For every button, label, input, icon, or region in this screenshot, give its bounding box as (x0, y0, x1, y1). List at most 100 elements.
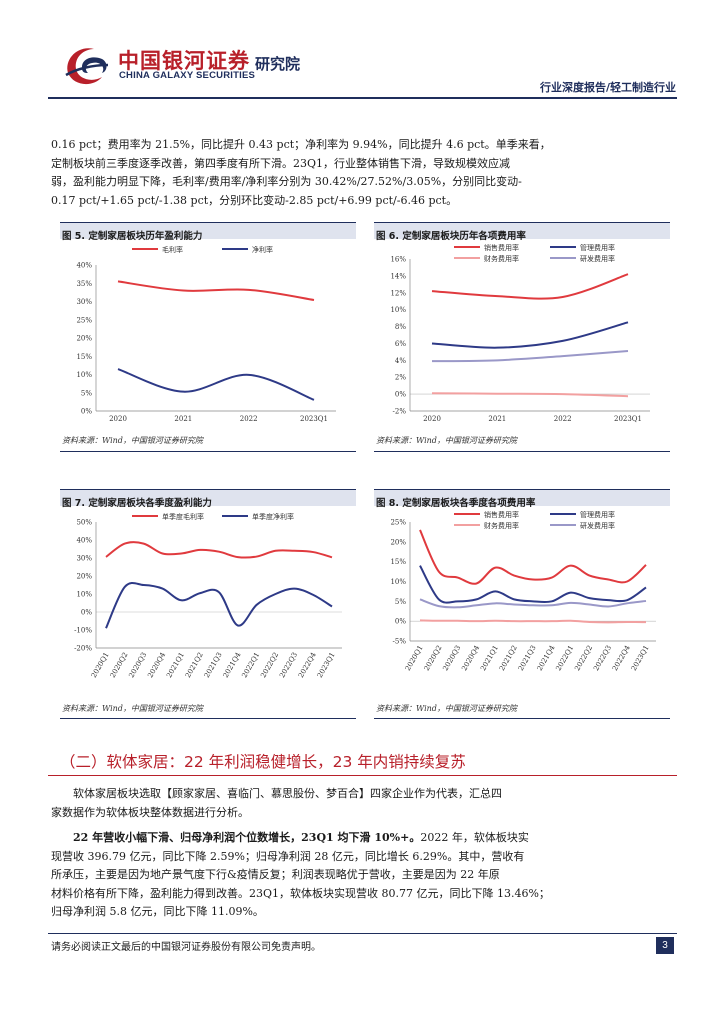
x-tick-label: 2022Q3 (592, 644, 613, 672)
x-tick-label: 2020Q2 (423, 644, 444, 672)
x-tick-label: 2021Q2 (184, 651, 205, 679)
y-tick-label: 4% (395, 357, 406, 365)
series-line (431, 273, 629, 300)
text-line: 材料价格有所下降，盈利能力得到改善。23Q1，软体板块实现营收 80.77 亿元… (51, 886, 550, 900)
figure-title: 图 8. 定制家居板块各季度各项费用率 (376, 498, 536, 509)
y-tick-label: 10% (76, 591, 92, 599)
figure-source: 资料来源：Wind，中国银河证券研究院 (62, 436, 203, 445)
y-tick-label: 10% (390, 578, 406, 586)
legend-label: 研发费用率 (580, 254, 615, 263)
bold-lead: 22 年营收小幅下滑、归母净利润个位数增长，23Q1 均下滑 10%+。 (73, 831, 421, 844)
series-line (419, 529, 647, 585)
x-tick-label: 2020Q2 (109, 651, 130, 679)
x-tick-label: 2020 (109, 415, 127, 423)
x-tick-label: 2022Q2 (573, 644, 594, 672)
legend-label: 单季度毛利率 (162, 512, 204, 521)
legend-label: 销售费用率 (484, 243, 519, 252)
series-line (105, 541, 333, 559)
x-tick-label: 2022Q2 (259, 651, 280, 679)
y-tick-label: 0% (395, 618, 406, 626)
logo-text-en: CHINA GALAXY SECURITIES (119, 70, 256, 81)
header-divider (48, 97, 677, 99)
series-line (105, 581, 333, 629)
y-tick-label: 40% (76, 537, 92, 545)
figure-title-bar: 图 7. 定制家居板块各季度盈利能力 (60, 490, 356, 509)
text-line: 0.16 pct；费用率为 21.5%，同比提升 0.43 pct；净利率为 9… (51, 138, 551, 151)
x-tick-label: 2021Q1 (165, 651, 186, 679)
text-fragment: 2022 年，软体板块实 (420, 831, 529, 844)
figure-title-bar: 图 6. 定制家居板块历年各项费用率 (374, 223, 670, 242)
legend-label: 财务费用率 (484, 254, 519, 263)
x-tick-label: 2023Q1 (316, 651, 337, 679)
y-tick-label: 20% (390, 538, 406, 546)
institute-label: 研究院 (255, 55, 301, 73)
y-tick-label: 15% (76, 353, 92, 361)
series-line (431, 350, 629, 363)
y-tick-label: 30% (76, 555, 92, 563)
legend-label: 销售费用率 (484, 510, 519, 519)
logo-text-cn: 中国银河证券 (118, 49, 250, 73)
text-line: 家数据作为软体板块整体数据进行分析。 (51, 805, 249, 819)
x-tick-label: 2020 (423, 415, 441, 423)
series-line (431, 392, 629, 398)
text-line: 所承压，主要是因为地产景气度下行&疫情反复；利润表现略优于营收，主要是因为 22… (51, 868, 500, 881)
x-tick-label: 2020Q1 (90, 651, 111, 679)
chart-fig7: -20%-10%0%10%20%30%40%50%2020Q12020Q2202… (74, 512, 342, 679)
y-tick-label: 0% (81, 408, 92, 416)
series-line (431, 321, 629, 349)
y-tick-label: -5% (393, 638, 407, 646)
x-tick-label: 2022 (240, 415, 258, 423)
legend-label: 毛利率 (162, 245, 183, 254)
text-line: 0.17 pct/+1.65 pct/-1.38 pct，分别环比变动-2.85… (51, 193, 458, 207)
legend-label: 财务费用率 (484, 521, 519, 530)
y-tick-label: 5% (81, 389, 92, 397)
x-tick-label: 2021Q3 (203, 651, 224, 679)
series-line (419, 565, 647, 604)
section-heading: （二）软体家居：22 年利润稳健增长，23 年内销持续复苏 (60, 753, 466, 771)
y-tick-label: 35% (76, 280, 92, 288)
x-tick-label: 2020Q3 (441, 644, 462, 672)
series-line (419, 598, 647, 609)
chart-fig6: -2% 0% 2% 4% 6% 8% 10% 12% 14% 16% 2020 2021 2022 202… (390, 243, 650, 423)
section-divider (48, 775, 677, 776)
series-line (419, 619, 647, 624)
text-line: 软体家居板块选取【顾家家居、喜临门、慕思股份、梦百合】四家企业作为代表，汇总四 (73, 787, 502, 800)
section-paragraph-1: 软体家居板块选取【顾家家居、喜临门、慕思股份、梦百合】四家企业作为代表，汇总四 … (51, 785, 502, 822)
x-tick-label: 2023Q1 (300, 415, 328, 423)
y-tick-label: 25% (76, 316, 92, 324)
figure-source: 资料来源：Wind，中国银河证券研究院 (62, 704, 203, 713)
y-tick-label: 16% (390, 256, 406, 264)
report-tag: 行业深度报告/轻工制造行业 (539, 81, 676, 94)
x-tick-label: 2023Q1 (630, 644, 651, 672)
x-tick-label: 2020Q1 (404, 644, 425, 672)
figure-8: 图 8. 定制家居板块各季度各项费用率 -5% 0% 5% 10% 15% 20% 25% 2… (374, 489, 670, 719)
figure-title-bar: 图 8. 定制家居板块各季度各项费用率 (374, 490, 670, 509)
figure-7: 图 7. 定制家居板块各季度盈利能力 -20% -10% 0% 10% 20% 30% 40… (60, 489, 356, 719)
series-line (117, 368, 315, 401)
y-tick-label: 5% (395, 598, 406, 606)
figure-source: 资料来源：Wind，中国银河证券研究院 (376, 436, 517, 445)
x-tick-label: 2021Q3 (517, 644, 538, 672)
x-tick-label: 2020Q3 (127, 651, 148, 679)
figure-5: 图 5. 定制家居板块历年盈利能力 0% 5% 10% 15% 20% 25% 30% 35%… (60, 222, 356, 452)
y-tick-label: 12% (390, 289, 406, 297)
figure-title: 图 7. 定制家居板块各季度盈利能力 (62, 498, 212, 509)
text-line: 现营收 396.79 亿元，同比下降 2.59%；归母净利润 28 亿元，同比增… (51, 849, 525, 863)
figure-6: 图 6. 定制家居板块历年各项费用率 -2% 0% 2% 4% 6% 8% 10% 12% 14… (374, 222, 670, 452)
chart-fig5: 0% 5% 10% 15% 20% 25% 30% 35% 40% 2020 2021 2022 202… (76, 245, 336, 423)
y-tick-label: 8% (395, 323, 406, 331)
x-tick-label: 2021 (174, 415, 192, 423)
y-tick-label: 30% (76, 298, 92, 306)
footer-disclaimer: 请务必阅读正文最后的中国银河证券股份有限公司免责声明。 (51, 942, 321, 953)
y-tick-label: 15% (390, 558, 406, 566)
x-tick-label: 2022 (554, 415, 572, 423)
y-tick-label: 10% (390, 306, 406, 314)
y-tick-label: 0% (81, 609, 92, 617)
figure-title-bar: 图 5. 定制家居板块历年盈利能力 (60, 223, 356, 242)
legend-label: 净利率 (252, 245, 273, 254)
y-tick-label: 6% (395, 340, 406, 348)
y-tick-label: -10% (74, 627, 92, 635)
text-line: 22 年营收小幅下滑、归母净利润个位数增长，23Q1 均下滑 10%+。2022… (51, 829, 550, 848)
legend-label: 管理费用率 (580, 510, 615, 519)
